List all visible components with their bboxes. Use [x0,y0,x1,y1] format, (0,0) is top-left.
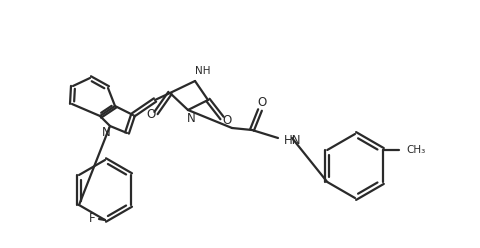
Text: F: F [88,213,95,225]
Text: O: O [257,95,266,109]
Text: O: O [222,114,232,126]
Text: CH₃: CH₃ [407,145,426,155]
Text: N: N [187,112,195,124]
Text: HN: HN [284,134,301,148]
Text: O: O [146,109,156,122]
Text: NH: NH [195,66,211,76]
Text: N: N [102,125,110,138]
